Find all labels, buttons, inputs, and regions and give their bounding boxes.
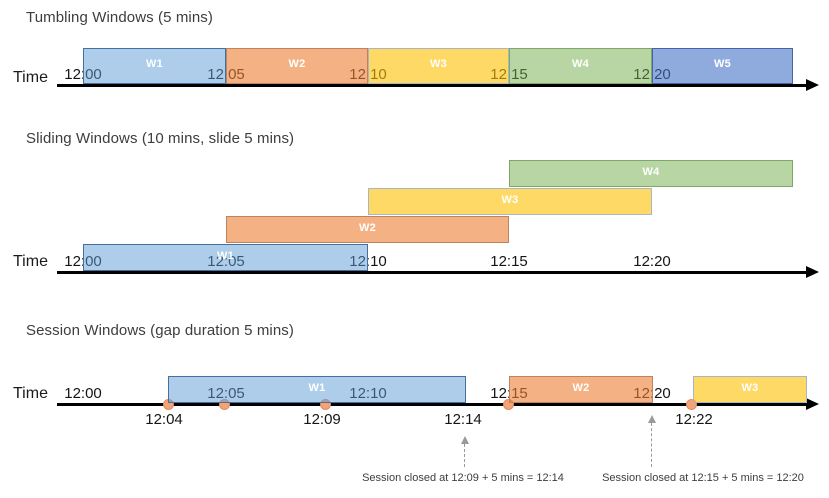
window-label: W1 <box>145 58 164 70</box>
time-axis <box>57 271 806 274</box>
event-dot <box>502 399 514 410</box>
session-close-annotation: Session closed at 12:15 + 5 mins = 12:20 <box>602 472 804 484</box>
window-label: W4 <box>642 165 660 178</box>
session-close-annotation: Session closed at 12:09 + 5 mins = 12:14 <box>362 472 564 484</box>
window-w1: W1 <box>168 376 466 403</box>
window-label: W2 <box>288 58 306 70</box>
session-close-arrow <box>651 423 653 467</box>
window-w4: W4 <box>509 48 652 84</box>
tick-label: 12:00 <box>64 385 102 402</box>
window-w2: W2 <box>509 376 653 403</box>
tick-label: 12:15 <box>490 253 528 270</box>
arrow-up-icon <box>461 436 469 444</box>
event-time-label: 12:09 <box>303 411 341 428</box>
window-label: W1 <box>308 381 326 394</box>
window-w2: W2 <box>226 48 368 84</box>
event-time-label: 12:22 <box>675 411 713 428</box>
section-title-sliding: Sliding Windows (10 mins, slide 5 mins) <box>26 130 295 147</box>
event-dot <box>685 399 697 410</box>
window-label: W3 <box>741 381 759 394</box>
time-axis-label: Time <box>13 385 48 402</box>
axis-arrowhead-icon <box>806 398 819 411</box>
axis-arrowhead-icon <box>806 266 819 279</box>
tick-label: 12:20 <box>633 253 671 270</box>
window-label: W2 <box>358 221 377 234</box>
window-label: W3 <box>501 193 519 206</box>
window-w4: W4 <box>509 160 793 187</box>
window-w1: W1 <box>83 48 226 84</box>
time-axis-label: Time <box>13 253 48 270</box>
event-time-label: 12:04 <box>145 411 183 428</box>
window-label: W3 <box>429 58 448 70</box>
time-axis <box>57 403 806 406</box>
time-axis <box>57 84 806 87</box>
window-w2: W2 <box>226 216 509 243</box>
window-w3: W3 <box>693 376 807 403</box>
window-label: W2 <box>572 381 590 394</box>
event-time-label: 12:14 <box>444 411 482 428</box>
window-w1: W1 <box>83 244 368 271</box>
window-w3: W3 <box>368 48 509 84</box>
arrow-up-icon <box>648 415 656 423</box>
window-w3: W3 <box>368 188 652 215</box>
session-close-arrow <box>464 444 466 467</box>
section-title-tumbling: Tumbling Windows (5 mins) <box>26 9 213 26</box>
window-label: W4 <box>571 58 590 70</box>
window-label: W1 <box>216 249 235 262</box>
time-axis-label: Time <box>13 69 48 86</box>
window-w5: W5 <box>652 48 793 84</box>
axis-arrowhead-icon <box>806 79 819 92</box>
window-label: W5 <box>713 58 732 70</box>
section-title-session: Session Windows (gap duration 5 mins) <box>26 322 294 339</box>
